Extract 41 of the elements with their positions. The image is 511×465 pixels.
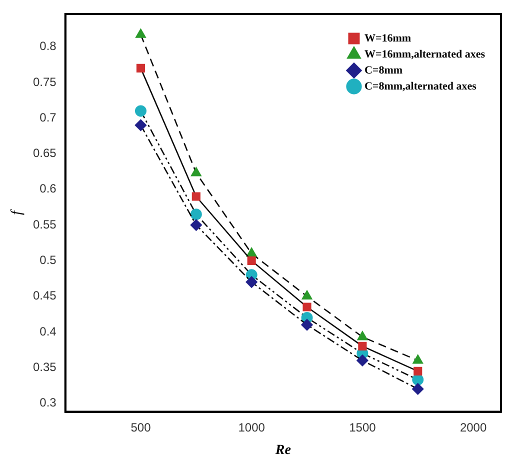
- y-tick-label: 0.4: [40, 324, 57, 338]
- y-tick-label: 0.65: [32, 146, 57, 160]
- point: [134, 119, 146, 131]
- point: [190, 208, 202, 220]
- point: [302, 290, 312, 300]
- y-tick-label: 0.7: [40, 110, 57, 124]
- x-tick-label: 500: [130, 420, 152, 434]
- point: [247, 256, 256, 265]
- legend-label: C=8mm: [364, 64, 403, 76]
- y-tick-label: 0.5: [40, 252, 57, 267]
- point: [136, 28, 146, 38]
- point: [134, 105, 146, 117]
- point: [356, 354, 368, 366]
- point: [136, 64, 146, 72]
- point: [190, 219, 202, 231]
- x-tick-label: 1500: [349, 420, 376, 434]
- x-axis-title: Re: [274, 443, 291, 458]
- point: [357, 331, 368, 340]
- y-tick-label: 0.8: [40, 39, 57, 54]
- legend-label: W=16mm: [364, 32, 412, 44]
- y-tick-label: 0.6: [40, 182, 57, 196]
- point: [301, 319, 313, 331]
- y-tick-label: 0.75: [32, 74, 57, 89]
- y-tick-label: 0.35: [32, 360, 57, 374]
- legend-label: W=16mm,alternated axes: [364, 48, 486, 60]
- point: [414, 366, 422, 376]
- point: [412, 383, 424, 395]
- legend-label: C=8mm,alternated axes: [364, 80, 478, 92]
- point: [191, 167, 202, 176]
- y-tick-label: 0.55: [32, 217, 57, 232]
- point: [192, 192, 200, 201]
- y-axis-title: f: [8, 208, 25, 215]
- y-tick-label: 0.3: [40, 396, 57, 410]
- point: [302, 302, 312, 312]
- y-tick-label: 0.45: [32, 288, 57, 303]
- point: [246, 248, 257, 257]
- x-tick-label: 2000: [460, 420, 487, 434]
- point: [358, 342, 367, 350]
- point: [246, 276, 258, 288]
- x-tick-label: 1000: [238, 420, 266, 434]
- point: [412, 354, 423, 364]
